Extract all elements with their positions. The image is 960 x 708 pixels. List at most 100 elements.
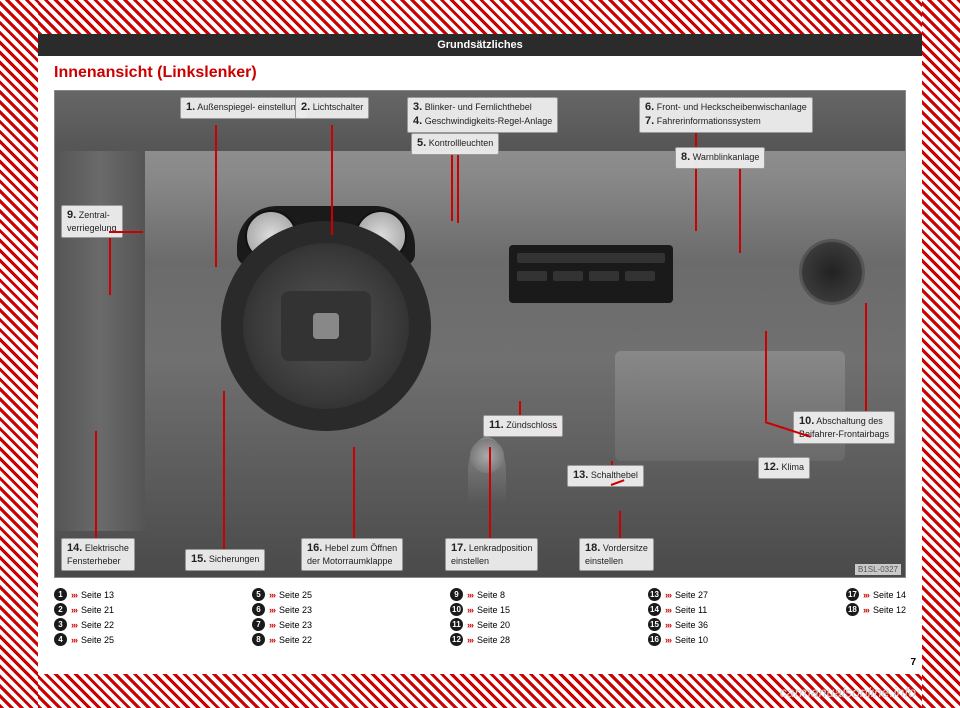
leader-line <box>457 153 459 223</box>
ref-page: Seite 36 <box>675 620 708 630</box>
radio-unit <box>509 245 673 303</box>
l8-text: Warnblinkanlage <box>693 152 760 162</box>
wheel-hub <box>281 291 371 361</box>
ref-row: 11 ››› Seite 20 <box>450 618 510 631</box>
chevron-icon: ››› <box>71 605 77 615</box>
hatch-right <box>922 0 960 708</box>
chevron-icon: ››› <box>269 620 275 630</box>
ref-num: 4 <box>54 633 67 646</box>
chevron-icon: ››› <box>269 635 275 645</box>
l13-text: Schalthebel <box>591 470 638 480</box>
l1-text: Außenspiegel- einstellung <box>197 102 301 112</box>
ref-num: 8 <box>252 633 265 646</box>
ref-page: Seite 22 <box>279 635 312 645</box>
glovebox <box>615 351 845 461</box>
ref-col: 1 ››› Seite 13 2 ››› Seite 21 3 ››› Seite 22 4 ›››… <box>54 588 114 646</box>
ref-row: 17›››Seite 14 <box>846 588 906 601</box>
ref-num: 10 <box>450 603 463 616</box>
ref-num: 15 <box>648 618 661 631</box>
ref-num: 2 <box>54 603 67 616</box>
callout-13: 13. Schalthebel <box>567 465 644 487</box>
chevron-icon: ››› <box>269 605 275 615</box>
callout-10: 10. Abschaltung des Beifahrer-Frontairba… <box>793 411 895 444</box>
ref-num: 13 <box>648 588 661 601</box>
watermark: carmanualsonline.info <box>780 684 916 700</box>
ref-page: Seite 25 <box>81 635 114 645</box>
leader-line <box>331 125 333 235</box>
l7-text: Fahrerinformationssystem <box>657 116 761 126</box>
ref-col: 5›››Seite 256›››Seite 237›››Seite 238›››… <box>252 588 312 646</box>
callout-11: 11. Zündschloss <box>483 415 563 437</box>
leader-line <box>95 431 97 547</box>
leader-line <box>109 231 143 233</box>
leader-line <box>109 231 111 295</box>
callout-8: 8. Warnblinkanlage <box>675 147 765 169</box>
chevron-icon: ››› <box>467 590 473 600</box>
page-references: 1 ››› Seite 13 2 ››› Seite 21 3 ››› Seite 22 4 ›››… <box>54 588 906 646</box>
chevron-icon: ››› <box>467 620 473 630</box>
l12-text: Klima <box>781 462 804 472</box>
l6-text: Front- und Heckscheibenwischanlage <box>657 102 807 112</box>
callout-17: 17. Lenkradposition einstellen <box>445 538 538 571</box>
radio-btn <box>625 271 655 281</box>
ref-col: 13›››Seite 2714›››Seite 1115›››Seite 361… <box>648 588 708 646</box>
chevron-icon: ››› <box>665 590 671 600</box>
ref-row: 7›››Seite 23 <box>252 618 312 631</box>
l2-text: Lichtschalter <box>313 102 364 112</box>
ref-col: 17›››Seite 14 18›››Seite 12 <box>846 588 906 646</box>
ref-num: 11 <box>450 618 463 631</box>
ref-row: 6›››Seite 23 <box>252 603 312 616</box>
page-title: Innenansicht (Linkslenker) <box>38 56 922 90</box>
chevron-icon: ››› <box>71 590 77 600</box>
leader-line <box>353 447 355 547</box>
ref-num: 14 <box>648 603 661 616</box>
ref-num: 12 <box>450 633 463 646</box>
ref-page: Seite 25 <box>279 590 312 600</box>
hatch-left <box>0 0 38 708</box>
ref-row: 4 ››› Seite 25 <box>54 633 114 646</box>
radio-btn <box>553 271 583 281</box>
ref-num: 9 <box>450 588 463 601</box>
ref-row: 1 ››› Seite 13 <box>54 588 114 601</box>
ref-row: 10›››Seite 15 <box>450 603 510 616</box>
shift-knob <box>470 439 504 473</box>
chevron-icon: ››› <box>71 635 77 645</box>
callout-16: 16. Hebel zum Öffnen der Motorraumklappe <box>301 538 403 571</box>
ref-page: Seite 13 <box>81 590 114 600</box>
chevron-icon: ››› <box>665 635 671 645</box>
ref-num: 5 <box>252 588 265 601</box>
ref-row: 13›››Seite 27 <box>648 588 708 601</box>
ref-page: Seite 23 <box>279 605 312 615</box>
chevron-icon: ››› <box>269 590 275 600</box>
ref-row: 16 ››› Seite 10 <box>648 633 708 646</box>
page-number: 7 <box>910 657 916 668</box>
seat-logo-icon <box>313 313 339 339</box>
callout-14: 14. Elektrische Fensterheber <box>61 538 135 571</box>
ref-page: Seite 22 <box>81 620 114 630</box>
callout-2: 2. Lichtschalter <box>295 97 369 119</box>
ref-page: Seite 20 <box>477 620 510 630</box>
air-vent <box>799 239 865 305</box>
leader-line <box>223 391 225 549</box>
ref-row: 8 ››› Seite 22 <box>252 633 312 646</box>
chevron-icon: ››› <box>467 635 473 645</box>
ref-num: 16 <box>648 633 661 646</box>
callout-1: 1. Außenspiegel- einstellung <box>180 97 307 119</box>
chevron-icon: ››› <box>665 620 671 630</box>
callout-12: 12. Klima <box>758 457 810 479</box>
ref-row: 18›››Seite 12 <box>846 603 906 616</box>
ref-page: Seite 21 <box>81 605 114 615</box>
callout-3-4: 3. Blinker- und Fernlichthebel 4. Geschw… <box>407 97 558 133</box>
ref-row: 2 ››› Seite 21 <box>54 603 114 616</box>
dashboard-diagram: 1. Außenspiegel- einstellung 2. Lichtsch… <box>54 90 906 578</box>
ref-num: 3 <box>54 618 67 631</box>
ref-num: 1 <box>54 588 67 601</box>
l15-text: Sicherungen <box>209 554 260 564</box>
callout-6-7: 6. Front- und Heckscheibenwischanlage 7.… <box>639 97 813 133</box>
leader-line <box>865 303 867 419</box>
callout-15: 15. Sicherungen <box>185 549 265 571</box>
chevron-icon: ››› <box>863 605 869 615</box>
ref-page: Seite 8 <box>477 590 505 600</box>
ref-page: Seite 10 <box>675 635 708 645</box>
gear-shift <box>468 437 506 507</box>
